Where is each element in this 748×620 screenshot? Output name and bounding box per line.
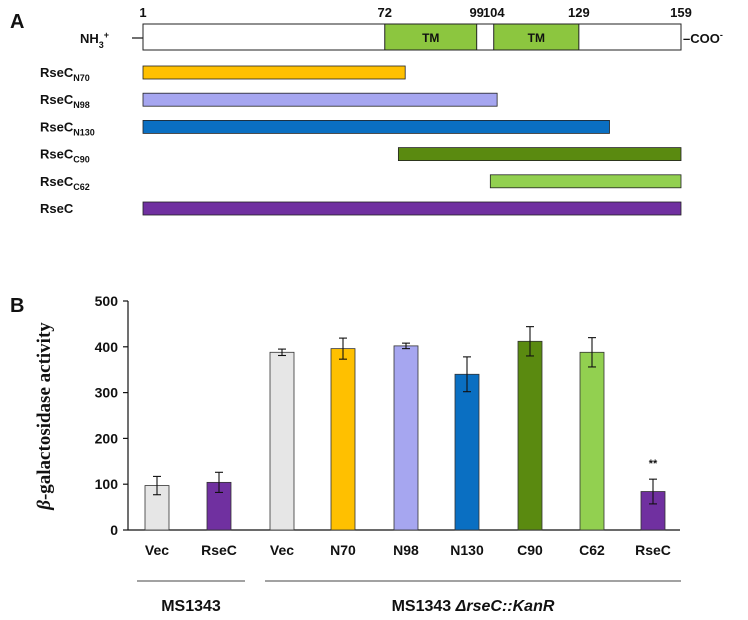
bar-8-c62 — [579, 351, 605, 531]
construct-bar-n70 — [142, 65, 406, 80]
construct-label-n70: RseCN70 — [40, 65, 90, 83]
y-axis-title: β-galactosidase activity — [34, 322, 55, 511]
x-tick-label-6: N130 — [450, 542, 484, 558]
x-tick-label-2: RseC — [201, 542, 237, 558]
x-tick-label-4: N70 — [330, 542, 356, 558]
construct-bar-c62 — [489, 174, 682, 189]
bar-6-n130 — [454, 373, 480, 531]
bar-4-n70 — [330, 348, 356, 531]
position-label-129: 129 — [568, 5, 590, 20]
construct-bar-n98 — [142, 92, 498, 107]
y-tick-label-0: 0 — [110, 522, 118, 538]
y-tick-label-100: 100 — [95, 476, 119, 492]
panel-b-label: B — [10, 295, 24, 317]
tm-domain-2 — [493, 23, 580, 51]
construct-bar-n130 — [142, 120, 610, 134]
x-tick-label-9: RseC — [635, 542, 671, 558]
c-terminus-label: –COO- — [683, 30, 723, 46]
panel-a-label: A — [10, 11, 24, 33]
group-label-mutant: MS1343 ΔrseC::KanR — [392, 598, 555, 615]
x-tick-label-8: C62 — [579, 542, 605, 558]
bar-7-c90 — [517, 340, 543, 531]
construct-label-n98: RseCN98 — [40, 92, 90, 110]
construct-label-c90: RseCC90 — [40, 147, 90, 165]
position-label-99: 99 — [469, 5, 483, 20]
construct-label-c62: RseCC62 — [40, 174, 90, 192]
y-tick-label-500: 500 — [95, 293, 119, 309]
y-tick-label-200: 200 — [95, 430, 119, 446]
position-label-72: 72 — [378, 5, 392, 20]
y-tick-label-300: 300 — [95, 385, 119, 401]
x-tick-label-1: Vec — [145, 542, 169, 558]
position-label-104: 104 — [483, 5, 505, 20]
bar-5-n98 — [393, 345, 419, 531]
tm-domain-label: TM — [528, 31, 545, 45]
position-label-159: 159 — [670, 5, 692, 20]
significance-marker: ** — [649, 458, 658, 470]
y-tick-label-400: 400 — [95, 339, 119, 355]
x-tick-label-7: C90 — [517, 542, 543, 558]
bar-3-vec — [269, 351, 295, 531]
tm-domain-label: TM — [422, 31, 439, 45]
position-label-1: 1 — [139, 5, 146, 20]
construct-bar-full — [142, 201, 682, 216]
n-terminus-label: NH3+ — [80, 30, 109, 50]
group-label-ms1343: MS1343 — [161, 598, 221, 615]
x-tick-label-3: Vec — [270, 542, 294, 558]
construct-label-n130: RseCN130 — [40, 119, 95, 137]
construct-label-full: RseC — [40, 201, 74, 216]
panel-b: B β-galactosidase activity 0 100 200 300 400… — [10, 293, 681, 615]
tm-domain-1 — [384, 23, 478, 51]
x-tick-label-5: N98 — [393, 542, 419, 558]
construct-bar-c90 — [397, 147, 682, 162]
